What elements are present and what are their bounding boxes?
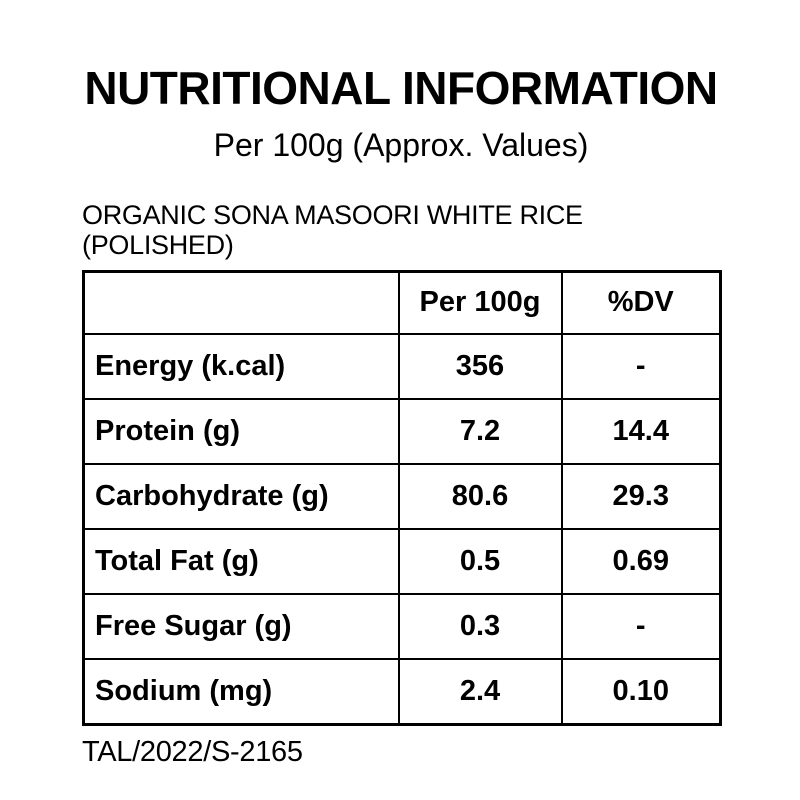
row-per-100g-value: 0.3: [397, 592, 563, 660]
table-row: Total Fat (g) 0.5 0.69: [82, 527, 722, 595]
row-label: Energy (k.cal): [82, 332, 400, 400]
row-per-100g-value: 2.4: [397, 657, 563, 726]
row-label: Free Sugar (g): [82, 592, 400, 660]
table-header-row: Per 100g %DV: [82, 270, 722, 335]
row-dv-value: 0.69: [560, 527, 722, 595]
row-per-100g-value: 80.6: [397, 462, 563, 530]
row-dv-value: 29.3: [560, 462, 722, 530]
row-dv-value: -: [560, 332, 722, 400]
column-header-blank: [82, 270, 400, 335]
row-dv-value: 0.10: [560, 657, 722, 726]
table-row: Carbohydrate (g) 80.6 29.3: [82, 462, 722, 530]
row-label: Carbohydrate (g): [82, 462, 400, 530]
row-per-100g-value: 356: [397, 332, 563, 400]
table-row: Protein (g) 7.2 14.4: [82, 397, 722, 465]
row-label: Total Fat (g): [82, 527, 400, 595]
table-row: Energy (k.cal) 356-: [82, 332, 722, 400]
column-header-per-100g: Per 100g: [397, 270, 563, 335]
table-row: Free Sugar (g) 0.3-: [82, 592, 722, 660]
table-row: Sodium (mg) 2.4 0.10: [82, 657, 722, 726]
product-name: ORGANIC SONA MASOORI WHITE RICE (POLISHE…: [82, 200, 583, 261]
row-label: Sodium (mg): [82, 657, 400, 726]
nutrition-table: Per 100g %DV Energy (k.cal) 356- Protein (…: [82, 269, 722, 726]
row-dv-value: 14.4: [560, 397, 722, 465]
page-title: NUTRITIONAL INFORMATION: [84, 62, 718, 114]
license-code: TAL/2022/S-2165: [82, 735, 303, 768]
serving-subtitle: Per 100g (Approx. Values): [213, 127, 589, 164]
row-per-100g-value: 7.2: [397, 397, 563, 465]
column-header-dv: %DV: [560, 270, 722, 335]
row-dv-value: -: [560, 592, 722, 660]
row-per-100g-value: 0.5: [397, 527, 563, 595]
row-label: Protein (g): [82, 397, 400, 465]
